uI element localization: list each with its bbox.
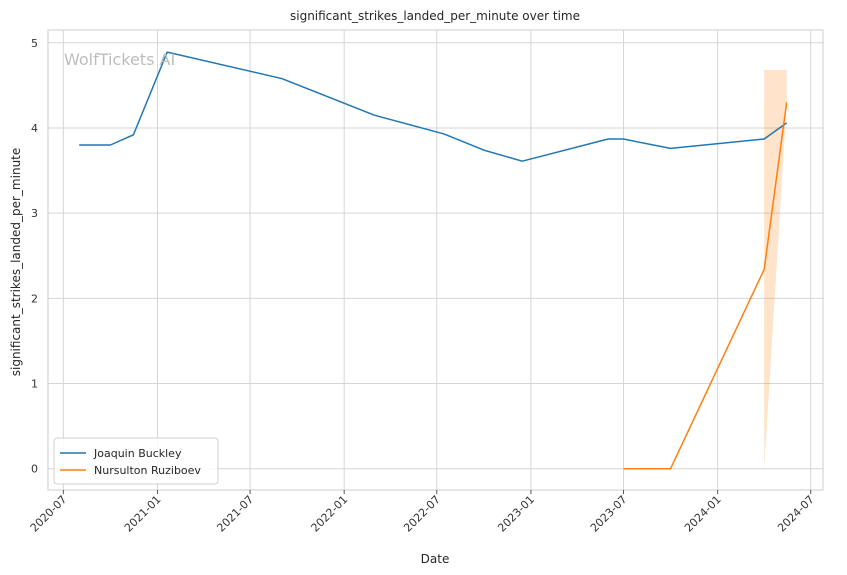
legend: Joaquin Buckley Nursulton Ruziboev [53, 437, 219, 485]
series-line-nursulton-ruziboev [623, 102, 788, 470]
y-axis-label: significant_strikes_landed_per_minute [9, 148, 23, 377]
y-tick-label: 4 [31, 122, 38, 135]
legend-box [53, 437, 219, 485]
series-line-joaquin-buckley [79, 51, 788, 162]
y-tick-label: 0 [31, 463, 38, 476]
legend-label-joaquin-buckley: Joaquin Buckley [93, 447, 182, 460]
y-tick-label: 5 [31, 37, 38, 50]
watermark: WolfTickets AI [64, 50, 175, 69]
grid [48, 30, 823, 490]
chart-title: significant_strikes_landed_per_minute ov… [290, 9, 580, 23]
plot-frame [47, 29, 824, 491]
x-axis-label: Date [421, 552, 450, 566]
y-tick-label: 1 [31, 378, 38, 391]
y-tick-label: 2 [31, 292, 38, 305]
y-tick-label: 3 [31, 207, 38, 220]
legend-label-nursulton-ruziboev: Nursulton Ruziboev [94, 464, 201, 477]
confidence-band-nursulton-ruziboev [764, 70, 787, 469]
series-lines [79, 51, 788, 470]
confidence-bands [764, 70, 787, 469]
